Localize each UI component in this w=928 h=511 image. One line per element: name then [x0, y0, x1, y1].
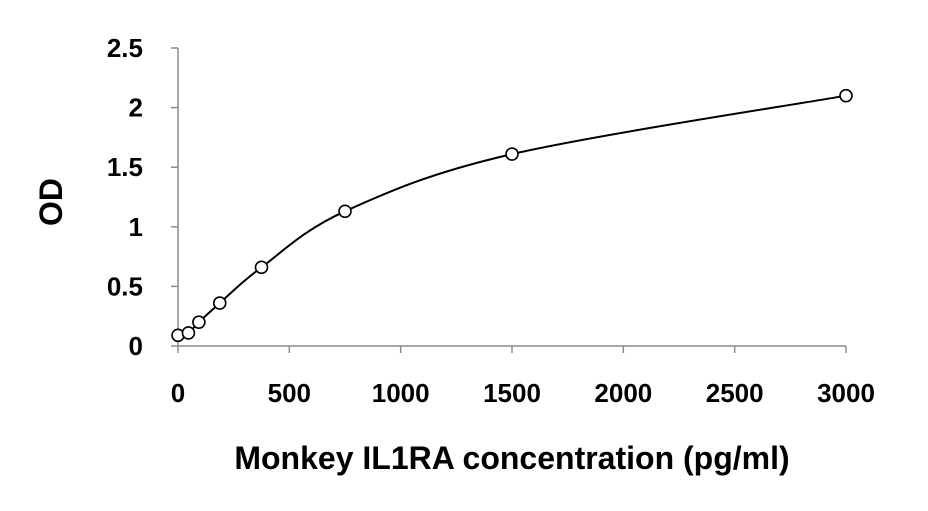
data-points-layer: [171, 88, 853, 343]
fit-curve-layer: [177, 94, 847, 337]
data-point: [181, 326, 196, 340]
y-tick-label: 0.5: [107, 271, 143, 301]
y-tick-label: 1.5: [107, 152, 143, 182]
fit-curve: [177, 94, 847, 337]
y-tick-label: 1: [129, 212, 143, 242]
y-axis-title: OD: [33, 178, 69, 226]
data-point: [338, 204, 352, 219]
data-point: [192, 315, 206, 329]
x-tick-label: 2000: [594, 378, 652, 408]
y-tick-label: 2.5: [107, 33, 143, 63]
x-tick-label: 2500: [706, 378, 764, 408]
axes: [177, 48, 846, 347]
x-tick-label: 500: [268, 378, 311, 408]
y-tick-label: 2: [129, 93, 143, 123]
y-tick-labels: 0 0.5 1 1.5 2 2.5: [107, 33, 143, 361]
y-tick-label: 0: [129, 331, 143, 361]
data-point: [839, 88, 853, 103]
tick-marks: [171, 47, 847, 353]
data-point: [505, 147, 519, 161]
x-tick-label: 1000: [372, 378, 430, 408]
x-tick-label: 3000: [817, 378, 875, 408]
x-tick-label: 1500: [483, 378, 541, 408]
x-tick-label: 0: [171, 378, 185, 408]
data-point: [212, 296, 227, 310]
x-tick-labels: 0 500 1000 1500 2000 2500 3000: [171, 378, 875, 408]
data-point: [254, 260, 269, 275]
x-axis-title: Monkey IL1RA concentration (pg/ml): [234, 440, 789, 476]
